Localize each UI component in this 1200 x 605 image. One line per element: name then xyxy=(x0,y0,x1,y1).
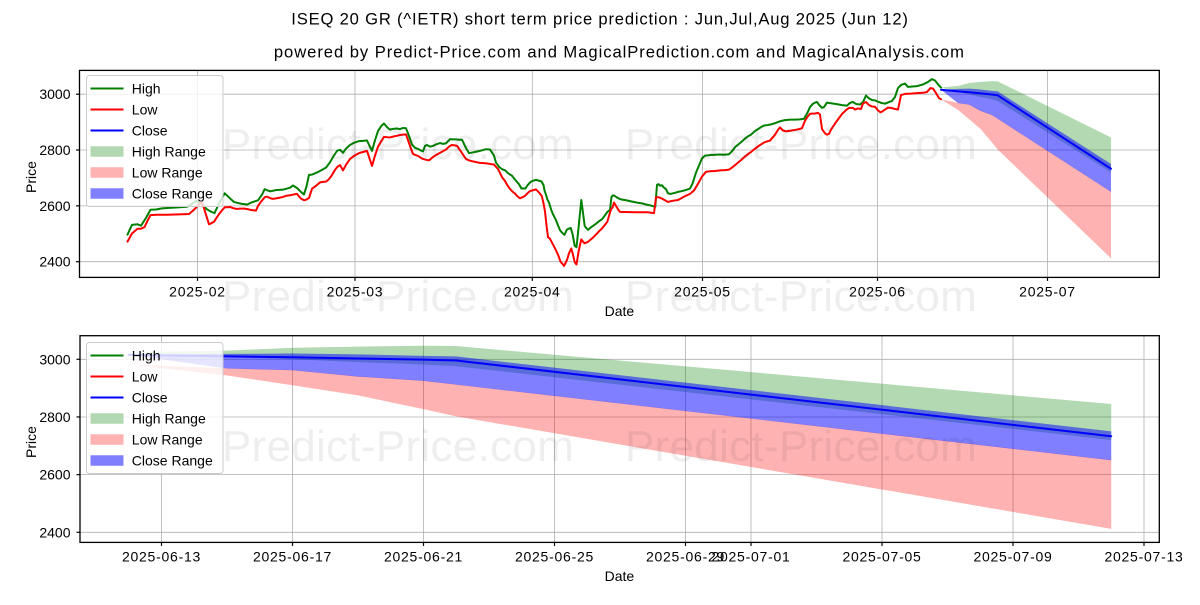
svg-text:2025-07-09: 2025-07-09 xyxy=(973,549,1052,565)
svg-text:2025-02: 2025-02 xyxy=(169,284,226,300)
svg-text:2025-07: 2025-07 xyxy=(1019,284,1076,300)
svg-text:Close Range: Close Range xyxy=(132,185,213,201)
svg-text:2800: 2800 xyxy=(39,409,70,425)
svg-text:2025-04: 2025-04 xyxy=(504,284,561,300)
svg-text:2600: 2600 xyxy=(39,467,70,483)
svg-text:2025-06-29: 2025-06-29 xyxy=(646,549,725,565)
svg-text:3000: 3000 xyxy=(39,351,70,367)
svg-text:Predict-Price.com: Predict-Price.com xyxy=(222,422,574,471)
svg-text:2600: 2600 xyxy=(39,198,70,214)
svg-text:2025-06-25: 2025-06-25 xyxy=(515,549,594,565)
svg-text:ISEQ 20 GR (^IETR) short term: ISEQ 20 GR (^IETR) short term price pred… xyxy=(291,10,908,29)
svg-text:High: High xyxy=(132,80,161,96)
svg-text:Low Range: Low Range xyxy=(132,164,203,180)
svg-text:High Range: High Range xyxy=(132,410,206,426)
svg-text:Predict-Price.com: Predict-Price.com xyxy=(222,272,574,321)
svg-text:Predict-Price.com: Predict-Price.com xyxy=(222,120,574,169)
svg-text:Predict-Price.com: Predict-Price.com xyxy=(625,422,977,471)
svg-text:2025-05: 2025-05 xyxy=(674,284,731,300)
svg-text:Price: Price xyxy=(23,426,39,458)
svg-text:3000: 3000 xyxy=(39,86,70,102)
svg-text:2025-07-13: 2025-07-13 xyxy=(1104,549,1183,565)
svg-text:2800: 2800 xyxy=(39,142,70,158)
svg-text:2025-06-21: 2025-06-21 xyxy=(384,549,463,565)
svg-text:Date: Date xyxy=(605,303,635,319)
svg-text:Close: Close xyxy=(132,122,168,138)
svg-text:2025-06-13: 2025-06-13 xyxy=(122,549,201,565)
svg-text:2025-06: 2025-06 xyxy=(849,284,906,300)
svg-text:Low: Low xyxy=(132,101,159,117)
svg-text:Predict-Price.com: Predict-Price.com xyxy=(625,272,977,321)
svg-text:2025-07-01: 2025-07-01 xyxy=(711,549,790,565)
svg-text:Low: Low xyxy=(132,368,159,384)
svg-text:Close Range: Close Range xyxy=(132,452,213,468)
svg-text:Low Range: Low Range xyxy=(132,431,203,447)
svg-text:2025-06-17: 2025-06-17 xyxy=(253,549,332,565)
svg-text:2025-07-05: 2025-07-05 xyxy=(842,549,921,565)
svg-text:2025-03: 2025-03 xyxy=(327,284,384,300)
svg-text:High Range: High Range xyxy=(132,143,206,159)
svg-text:powered by Predict-Price.com a: powered by Predict-Price.com and Magical… xyxy=(274,43,965,62)
svg-text:High: High xyxy=(132,347,161,363)
svg-text:Date: Date xyxy=(605,568,635,584)
svg-text:Price: Price xyxy=(23,161,39,193)
svg-text:Predict-Price.com: Predict-Price.com xyxy=(625,120,977,169)
svg-text:2400: 2400 xyxy=(39,524,70,540)
svg-text:Close: Close xyxy=(132,389,168,405)
svg-text:2400: 2400 xyxy=(39,254,70,270)
